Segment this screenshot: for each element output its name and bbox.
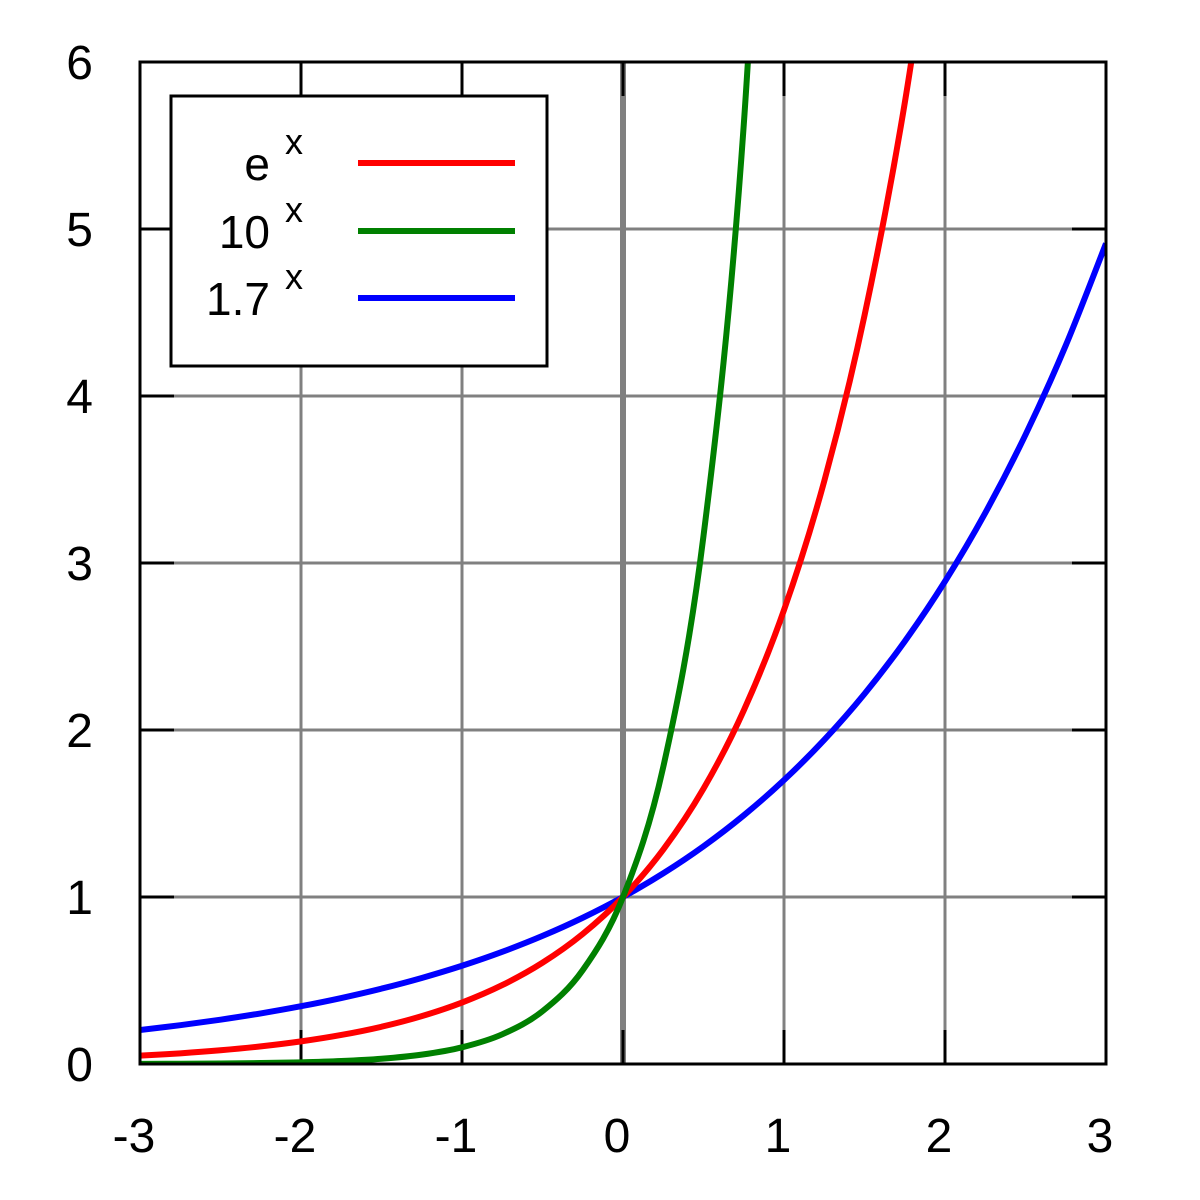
legend-superscript: x: [285, 256, 303, 297]
y-tick-label: 1: [66, 872, 93, 925]
y-tick-label: 2: [66, 705, 93, 758]
series-line-e: [140, 62, 915, 1059]
y-tick-label: 4: [66, 371, 93, 424]
x-tick-label: 1: [765, 1110, 792, 1163]
legend: e x10 x1.7 x: [169, 94, 549, 368]
x-tick-label: 0: [604, 1110, 631, 1163]
y-tick-label: 0: [66, 1039, 93, 1092]
series-line-1-7: [140, 242, 1106, 1033]
legend-superscript: x: [285, 121, 303, 162]
x-tick-label: -2: [274, 1110, 317, 1163]
y-tick-labels: 0 1 2 3 4 5 6: [66, 37, 93, 1092]
legend-label: 1.7: [206, 273, 270, 325]
y-tick-label: 3: [66, 538, 93, 591]
y-tick-label: 6: [66, 37, 93, 90]
x-tick-label: 2: [926, 1110, 953, 1163]
legend-superscript: x: [285, 189, 303, 230]
legend-label: 10: [219, 206, 270, 258]
x-tick-labels: -3 -2 -1 0 1 2 3: [113, 1110, 1114, 1163]
legend-label: e: [244, 138, 270, 190]
x-tick-label: -3: [113, 1110, 156, 1163]
plot-frame: [138, 60, 1108, 1066]
y-tick-label: 5: [66, 204, 93, 257]
x-tick-label: 3: [1087, 1110, 1114, 1163]
x-tick-label: -1: [435, 1110, 478, 1163]
